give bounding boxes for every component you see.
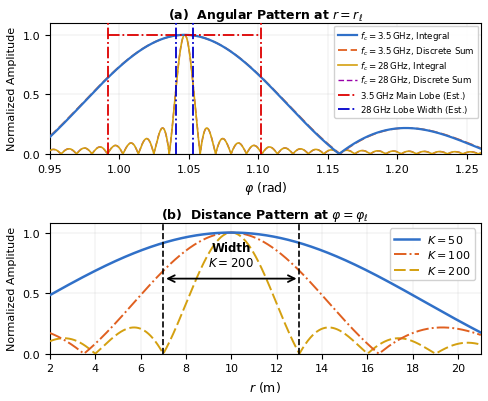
X-axis label: $\varphi$ (rad): $\varphi$ (rad) bbox=[244, 180, 287, 196]
$f_c = 3.5\,\mathrm{GHz}$, Integral bbox=[478, 147, 484, 152]
$K = 200$ bbox=[212, 242, 218, 247]
$K = 200$ bbox=[125, 326, 131, 331]
$f_c = 28\,\mathrm{GHz}$, Integral bbox=[402, 150, 407, 155]
Line: $f_c = 28\,\mathrm{GHz}$, Integral: $f_c = 28\,\mathrm{GHz}$, Integral bbox=[50, 36, 481, 154]
$f_c = 28\,\mathrm{GHz}$, Discrete Sum bbox=[125, 143, 131, 148]
$f_c = 3.5\,\mathrm{GHz}$, Discrete Sum bbox=[182, 33, 187, 38]
$K = 50$ bbox=[305, 244, 311, 249]
$K = 100$ bbox=[228, 231, 234, 235]
$K = 200$ bbox=[327, 325, 333, 330]
$K = 100$ bbox=[327, 302, 333, 307]
$K = 50$ bbox=[228, 231, 234, 235]
$f_c = 3.5\,\mathrm{GHz}$, Integral bbox=[336, 152, 342, 157]
$K = 100$ bbox=[402, 334, 407, 339]
$f_c = 3.5\,\mathrm{GHz}$, Integral bbox=[305, 124, 311, 129]
Line: $f_c = 3.5\,\mathrm{GHz}$, Discrete Sum: $f_c = 3.5\,\mathrm{GHz}$, Discrete Sum bbox=[50, 36, 481, 154]
$f_c = 3.5\,\mathrm{GHz}$, Discrete Sum bbox=[305, 124, 311, 129]
$f_c = 28\,\mathrm{GHz}$, Integral bbox=[125, 143, 131, 148]
$f_c = 28\,\mathrm{GHz}$, Integral bbox=[212, 148, 218, 153]
$f_c = 28\,\mathrm{GHz}$, Discrete Sum bbox=[182, 33, 187, 38]
Line: $K = 100$: $K = 100$ bbox=[50, 233, 481, 354]
$K = 50$ bbox=[212, 231, 218, 236]
$f_c = 3.5\,\mathrm{GHz}$, Integral bbox=[182, 33, 187, 38]
Y-axis label: Normalized Amplitude: Normalized Amplitude bbox=[7, 227, 17, 350]
Y-axis label: Normalized Amplitude: Normalized Amplitude bbox=[7, 27, 17, 151]
$f_c = 28\,\mathrm{GHz}$, Integral bbox=[429, 152, 435, 157]
$f_c = 28\,\mathrm{GHz}$, Discrete Sum bbox=[478, 151, 484, 156]
$K = 200$ bbox=[228, 231, 234, 235]
$f_c = 3.5\,\mathrm{GHz}$, Discrete Sum bbox=[369, 133, 375, 138]
Line: $K = 50$: $K = 50$ bbox=[50, 233, 481, 333]
Legend: $K = 50$, $K = 100$, $K = 200$: $K = 50$, $K = 100$, $K = 200$ bbox=[390, 229, 475, 280]
Line: $K = 200$: $K = 200$ bbox=[50, 233, 481, 354]
$K = 100$ bbox=[368, 345, 374, 350]
$f_c = 28\,\mathrm{GHz}$, Integral bbox=[327, 148, 333, 153]
$f_c = 3.5\,\mathrm{GHz}$, Integral bbox=[212, 41, 218, 45]
$f_c = 3.5\,\mathrm{GHz}$, Discrete Sum bbox=[212, 41, 218, 45]
$f_c = 28\,\mathrm{GHz}$, Integral bbox=[478, 151, 484, 156]
$f_c = 28\,\mathrm{GHz}$, Discrete Sum bbox=[305, 152, 311, 157]
$f_c = 28\,\mathrm{GHz}$, Discrete Sum bbox=[327, 148, 333, 153]
Line: $f_c = 3.5\,\mathrm{GHz}$, Integral: $f_c = 3.5\,\mathrm{GHz}$, Integral bbox=[50, 36, 481, 154]
$f_c = 3.5\,\mathrm{GHz}$, Discrete Sum bbox=[47, 135, 53, 140]
$K = 200$ bbox=[305, 338, 311, 342]
Legend: $f_c = 3.5\,\mathrm{GHz}$, Integral, $f_c = 3.5\,\mathrm{GHz}$, Discrete Sum, $f: $f_c = 3.5\,\mathrm{GHz}$, Integral, $f_… bbox=[334, 26, 478, 119]
$f_c = 28\,\mathrm{GHz}$, Integral bbox=[47, 149, 53, 154]
$K = 200$ bbox=[368, 348, 374, 353]
$K = 100$ bbox=[376, 352, 382, 356]
$f_c = 3.5\,\mathrm{GHz}$, Integral bbox=[327, 145, 333, 150]
$f_c = 28\,\mathrm{GHz}$, Discrete Sum bbox=[369, 151, 375, 156]
Title: (a)  Angular Pattern at $r = r_\ell$: (a) Angular Pattern at $r = r_\ell$ bbox=[168, 7, 363, 24]
$K = 200$ bbox=[47, 339, 53, 344]
$K = 50$ bbox=[47, 293, 53, 298]
$f_c = 28\,\mathrm{GHz}$, Integral bbox=[368, 151, 374, 156]
$K = 200$ bbox=[478, 342, 484, 347]
$f_c = 28\,\mathrm{GHz}$, Discrete Sum bbox=[402, 150, 407, 155]
$f_c = 3.5\,\mathrm{GHz}$, Integral bbox=[47, 135, 53, 140]
$K = 200$ bbox=[402, 336, 407, 341]
$f_c = 3.5\,\mathrm{GHz}$, Integral bbox=[402, 126, 407, 131]
$K = 100$ bbox=[305, 278, 311, 283]
$f_c = 28\,\mathrm{GHz}$, Integral bbox=[305, 152, 311, 157]
$f_c = 3.5\,\mathrm{GHz}$, Discrete Sum bbox=[402, 126, 407, 131]
$K = 100$ bbox=[478, 333, 484, 338]
Text: Width
$K = 200$: Width $K = 200$ bbox=[208, 241, 254, 269]
$K = 50$ bbox=[125, 253, 131, 258]
X-axis label: $r$ (m): $r$ (m) bbox=[249, 379, 282, 394]
$K = 50$ bbox=[327, 252, 333, 257]
$f_c = 28\,\mathrm{GHz}$, Integral bbox=[182, 33, 187, 38]
Line: $f_c = 28\,\mathrm{GHz}$, Discrete Sum: $f_c = 28\,\mathrm{GHz}$, Discrete Sum bbox=[50, 36, 481, 154]
$f_c = 3.5\,\mathrm{GHz}$, Integral bbox=[125, 58, 131, 63]
$K = 50$ bbox=[402, 288, 407, 293]
$K = 200$ bbox=[432, 352, 438, 356]
$f_c = 3.5\,\mathrm{GHz}$, Discrete Sum bbox=[337, 152, 343, 157]
$K = 50$ bbox=[478, 330, 484, 335]
$f_c = 3.5\,\mathrm{GHz}$, Integral bbox=[369, 133, 375, 138]
$K = 100$ bbox=[212, 233, 218, 238]
$K = 50$ bbox=[368, 271, 374, 275]
$f_c = 3.5\,\mathrm{GHz}$, Discrete Sum bbox=[327, 144, 333, 149]
Title: (b)  Distance Pattern at $\varphi = \varphi_\ell$: (b) Distance Pattern at $\varphi = \varp… bbox=[162, 207, 369, 223]
$f_c = 3.5\,\mathrm{GHz}$, Discrete Sum bbox=[125, 58, 131, 63]
$K = 100$ bbox=[125, 307, 131, 312]
$K = 100$ bbox=[47, 331, 53, 336]
$f_c = 28\,\mathrm{GHz}$, Discrete Sum bbox=[89, 152, 95, 157]
$f_c = 28\,\mathrm{GHz}$, Discrete Sum bbox=[47, 149, 53, 154]
$f_c = 28\,\mathrm{GHz}$, Discrete Sum bbox=[212, 148, 218, 153]
$f_c = 3.5\,\mathrm{GHz}$, Discrete Sum bbox=[478, 146, 484, 151]
